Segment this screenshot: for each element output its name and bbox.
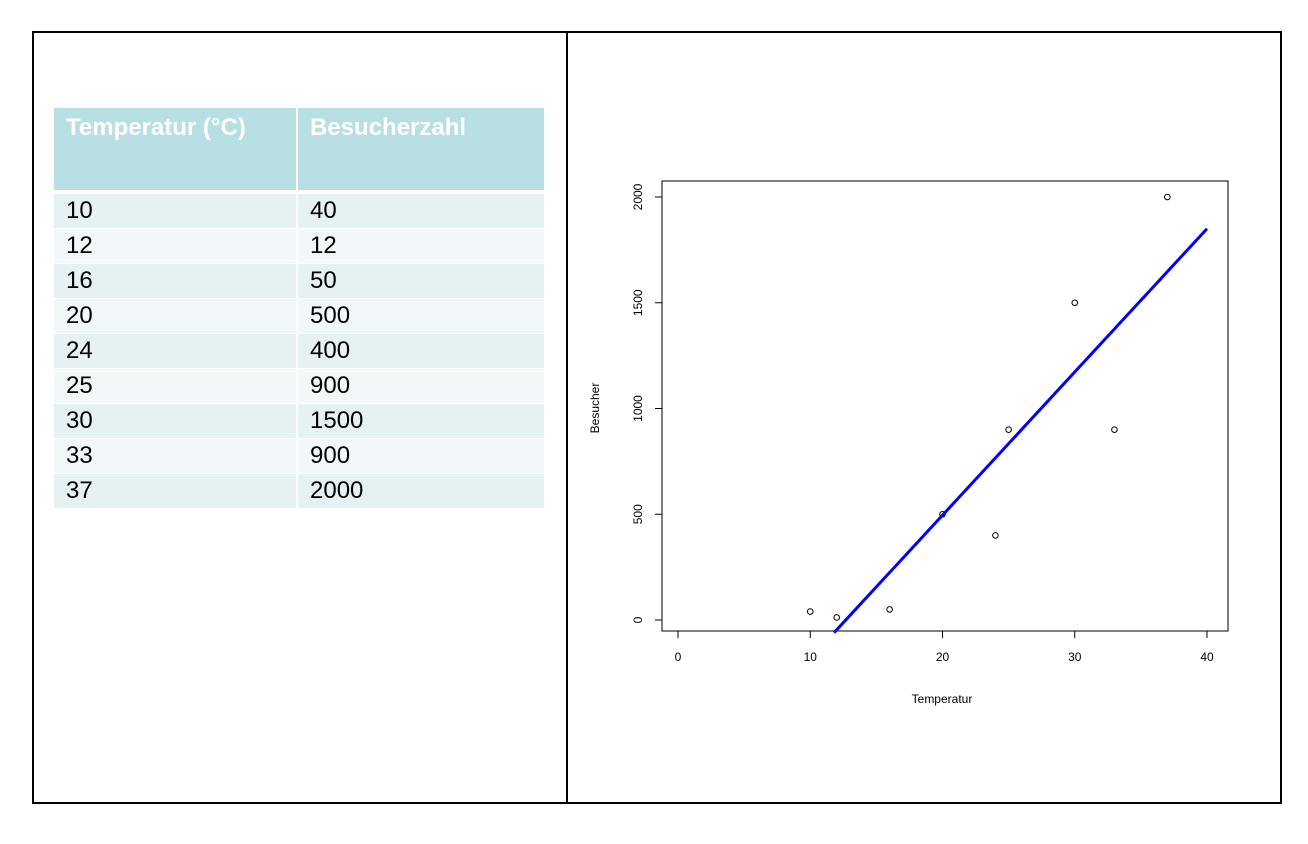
table-row: 30 1500 <box>54 404 544 439</box>
cell-temperatur: 10 <box>54 194 298 229</box>
x-tick-label: 10 <box>804 650 818 664</box>
header-besucherzahl: Besucherzahl <box>298 108 544 194</box>
cell-temperatur: 25 <box>54 369 298 404</box>
y-tick-label: 1000 <box>631 395 645 422</box>
cell-besucherzahl: 40 <box>298 194 544 229</box>
y-tick-label: 0 <box>631 616 645 623</box>
cell-besucherzahl: 1500 <box>298 404 544 439</box>
cell-temperatur: 30 <box>54 404 298 439</box>
data-point <box>1071 299 1079 307</box>
data-table: Temperatur (°C) Besucherzahl 10 40 12 12 16 5… <box>54 108 544 509</box>
data-point <box>806 608 814 615</box>
data-points <box>806 193 1171 621</box>
data-point <box>833 614 841 621</box>
table-row: 10 40 <box>54 194 544 229</box>
data-point <box>886 606 893 613</box>
x-tick-label: 40 <box>1200 650 1214 664</box>
data-point <box>992 532 999 539</box>
caption-text <box>32 0 1282 8</box>
table-body: 10 40 12 12 16 50 20 500 24 400 25 900 30 1500 33 900 37… <box>54 194 544 509</box>
cell-besucherzahl: 400 <box>298 334 544 369</box>
cell-temperatur: 12 <box>54 229 298 264</box>
x-axis-label: Temperatur <box>912 692 973 706</box>
regression-line <box>832 227 1209 634</box>
table-row: 16 50 <box>54 264 544 299</box>
cell-temperatur: 24 <box>54 334 298 369</box>
frame-divider <box>566 31 568 804</box>
y-tick-label: 1500 <box>631 289 645 316</box>
data-point <box>1111 426 1118 433</box>
table-row: 24 400 <box>54 334 544 369</box>
table-row: 25 900 <box>54 369 544 404</box>
cell-besucherzahl: 12 <box>298 229 544 264</box>
header-temperatur: Temperatur (°C) <box>54 108 298 194</box>
table-row: 37 2000 <box>54 474 544 509</box>
table-header-row: Temperatur (°C) Besucherzahl <box>54 108 544 194</box>
data-point <box>1164 193 1171 201</box>
cell-besucherzahl: 900 <box>298 439 544 474</box>
cell-besucherzahl: 900 <box>298 369 544 404</box>
table-row: 33 900 <box>54 439 544 474</box>
y-axis: 0 500 1000 1500 2000 <box>631 183 663 623</box>
table-row: 12 12 <box>54 229 544 264</box>
cell-besucherzahl: 500 <box>298 299 544 334</box>
data-table-container: Temperatur (°C) Besucherzahl 10 40 12 12 16 5… <box>54 108 544 509</box>
cell-besucherzahl: 50 <box>298 264 544 299</box>
table-row: 20 500 <box>54 299 544 334</box>
scatter-chart: 0 10 20 30 40 0 500 1000 1500 2000 Temperatur Be… <box>588 180 1229 706</box>
cell-besucherzahl: 2000 <box>298 474 544 509</box>
x-tick-label: 0 <box>675 650 682 664</box>
plot-area-box <box>661 180 1229 632</box>
cell-temperatur: 37 <box>54 474 298 509</box>
cell-temperatur: 20 <box>54 299 298 334</box>
cell-temperatur: 16 <box>54 264 298 299</box>
cell-temperatur: 33 <box>54 439 298 474</box>
y-tick-label: 2000 <box>631 183 645 210</box>
content-frame <box>32 31 1282 804</box>
y-tick-label: 500 <box>631 504 645 524</box>
x-tick-label: 30 <box>1068 650 1082 664</box>
x-tick-label: 20 <box>936 650 950 664</box>
data-point <box>1005 426 1012 433</box>
y-axis-label: Besucher <box>588 383 602 434</box>
x-axis: 0 10 20 30 40 <box>675 630 1214 664</box>
